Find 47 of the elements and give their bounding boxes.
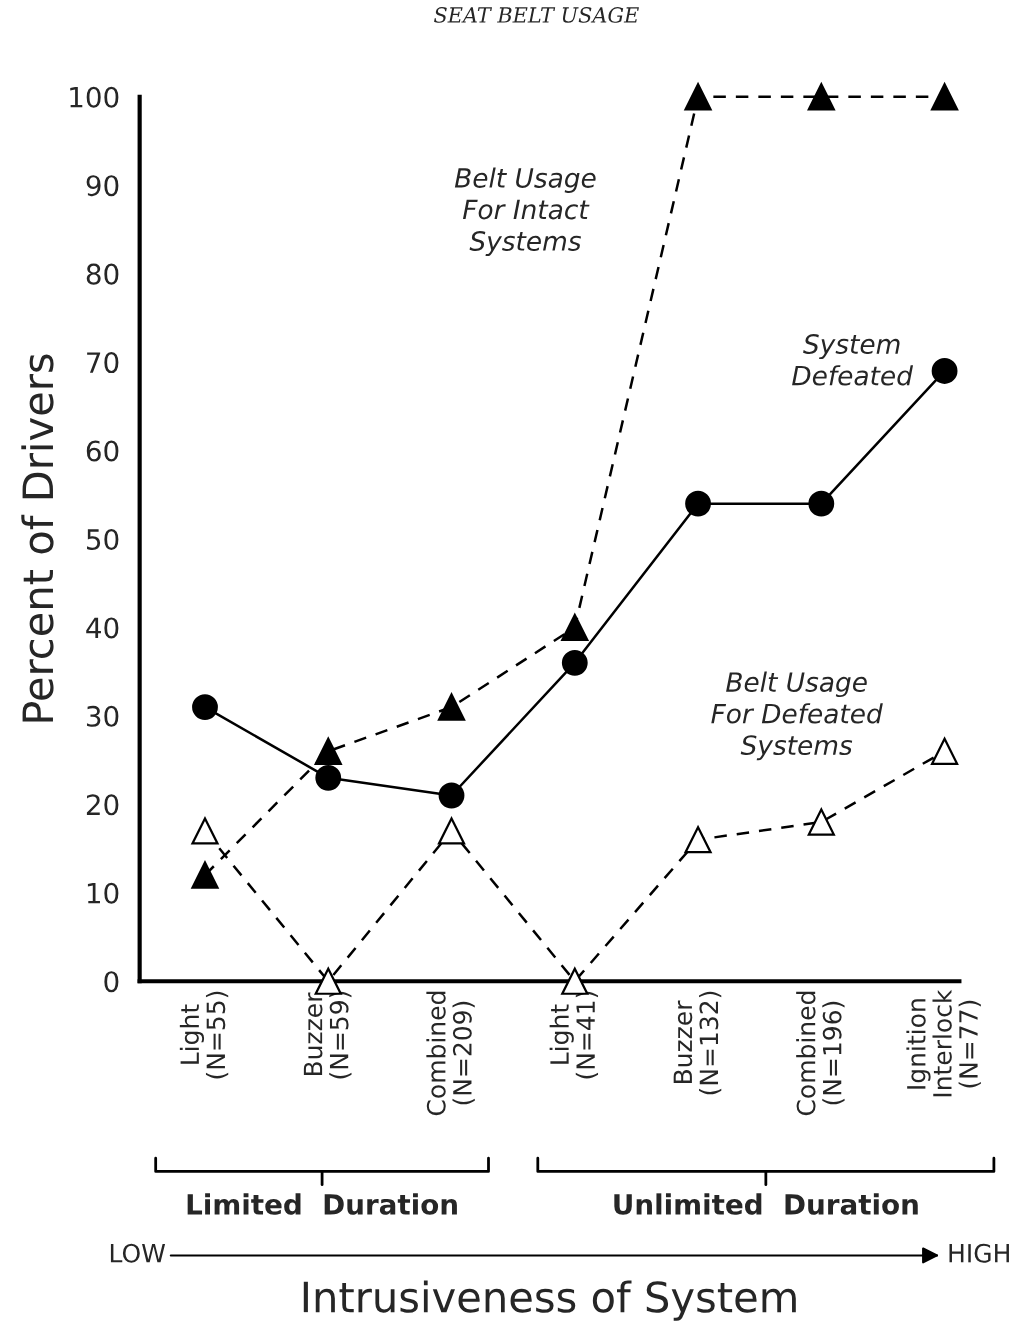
- x-tick-label: Combined (N=196): [796, 991, 845, 1116]
- y-tick-label: 30: [86, 705, 119, 727]
- y-tick-label: 10: [87, 882, 119, 904]
- text: Unlimited Duration: [614, 1193, 918, 1215]
- series-label: System Defeated: [792, 334, 914, 386]
- point: [931, 358, 958, 384]
- text: HIGH: [949, 1243, 1009, 1263]
- y-tick-label: 20: [86, 794, 119, 816]
- point: [192, 694, 218, 720]
- point: [438, 782, 465, 809]
- point: [807, 83, 835, 111]
- point: [808, 490, 835, 517]
- point: [930, 83, 959, 111]
- y-tick-label: 100: [70, 86, 119, 108]
- point: [314, 737, 342, 765]
- text: Belt Usage For Intact Systems: [454, 167, 596, 257]
- text: LOW: [110, 1243, 166, 1263]
- point: [684, 826, 712, 854]
- chart-title: SEAT BELT USAGE: [434, 7, 639, 23]
- point: [685, 490, 711, 517]
- point: [561, 649, 588, 676]
- series-label: Belt Usage For Defeated Systems: [711, 671, 883, 761]
- y-tick-label: 90: [86, 175, 119, 197]
- point: [191, 861, 219, 889]
- point: [561, 613, 589, 642]
- x-tick-label: Ignition Interlock (N=77): [906, 989, 981, 1097]
- y-tick-label: 80: [86, 263, 119, 285]
- x-tick-label: Buzzer (N=59): [303, 991, 352, 1079]
- y-tick-label: 0: [104, 971, 119, 993]
- point: [437, 693, 466, 721]
- y-axis-title: Percent of Drivers: [21, 354, 54, 722]
- point: [807, 808, 835, 836]
- x-tick-label: Buzzer (N=132): [673, 991, 722, 1095]
- point: [930, 737, 959, 765]
- text: Limited Duration: [187, 1193, 457, 1215]
- y-tick-label: 60: [86, 440, 119, 462]
- point: [315, 764, 342, 791]
- point: [684, 83, 712, 111]
- point: [437, 817, 466, 845]
- y-tick-label: 70: [87, 352, 119, 374]
- x-tick-label: Light (N=55): [179, 991, 229, 1079]
- y-tick-label: 40: [86, 617, 119, 639]
- point: [191, 817, 219, 845]
- y-tick-label: 50: [87, 528, 119, 550]
- x-axis-title: Intrusiveness of System: [303, 1280, 796, 1321]
- x-tick-label: Combined (N=209): [426, 991, 475, 1116]
- x-tick-label: Light (N=41): [549, 991, 599, 1079]
